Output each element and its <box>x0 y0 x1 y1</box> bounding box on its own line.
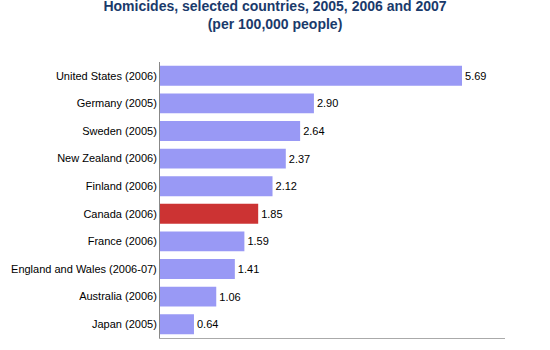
svg-text:1.41: 1.41 <box>238 263 259 275</box>
svg-text:United States (2006): United States (2006) <box>56 70 157 82</box>
svg-text:2.90: 2.90 <box>317 97 338 109</box>
svg-text:Homicides, selected countries,: Homicides, selected countries, 2005, 200… <box>103 0 446 32</box>
svg-text:New Zealand (2006): New Zealand (2006) <box>57 152 157 164</box>
svg-text:France (2006): France (2006) <box>88 235 157 247</box>
svg-text:5.69: 5.69 <box>465 70 486 82</box>
svg-text:England and Wales (2006-07): England and Wales (2006-07) <box>11 263 157 275</box>
svg-text:Canada (2006): Canada (2006) <box>83 208 156 220</box>
svg-text:1.06: 1.06 <box>219 291 240 303</box>
svg-text:1.85: 1.85 <box>261 208 282 220</box>
svg-text:Sweden (2005): Sweden (2005) <box>82 125 157 137</box>
svg-text:Japan (2005): Japan (2005) <box>92 318 157 330</box>
svg-text:Germany (2005): Germany (2005) <box>77 97 157 109</box>
svg-text:0.64: 0.64 <box>197 318 218 330</box>
svg-text:2.64: 2.64 <box>303 125 324 137</box>
svg-text:1.59: 1.59 <box>247 235 268 247</box>
svg-text:Australia (2006): Australia (2006) <box>79 290 157 302</box>
svg-text:Finland (2006): Finland (2006) <box>86 180 157 192</box>
svg-text:2.37: 2.37 <box>289 153 310 165</box>
svg-text:2.12: 2.12 <box>276 180 297 192</box>
